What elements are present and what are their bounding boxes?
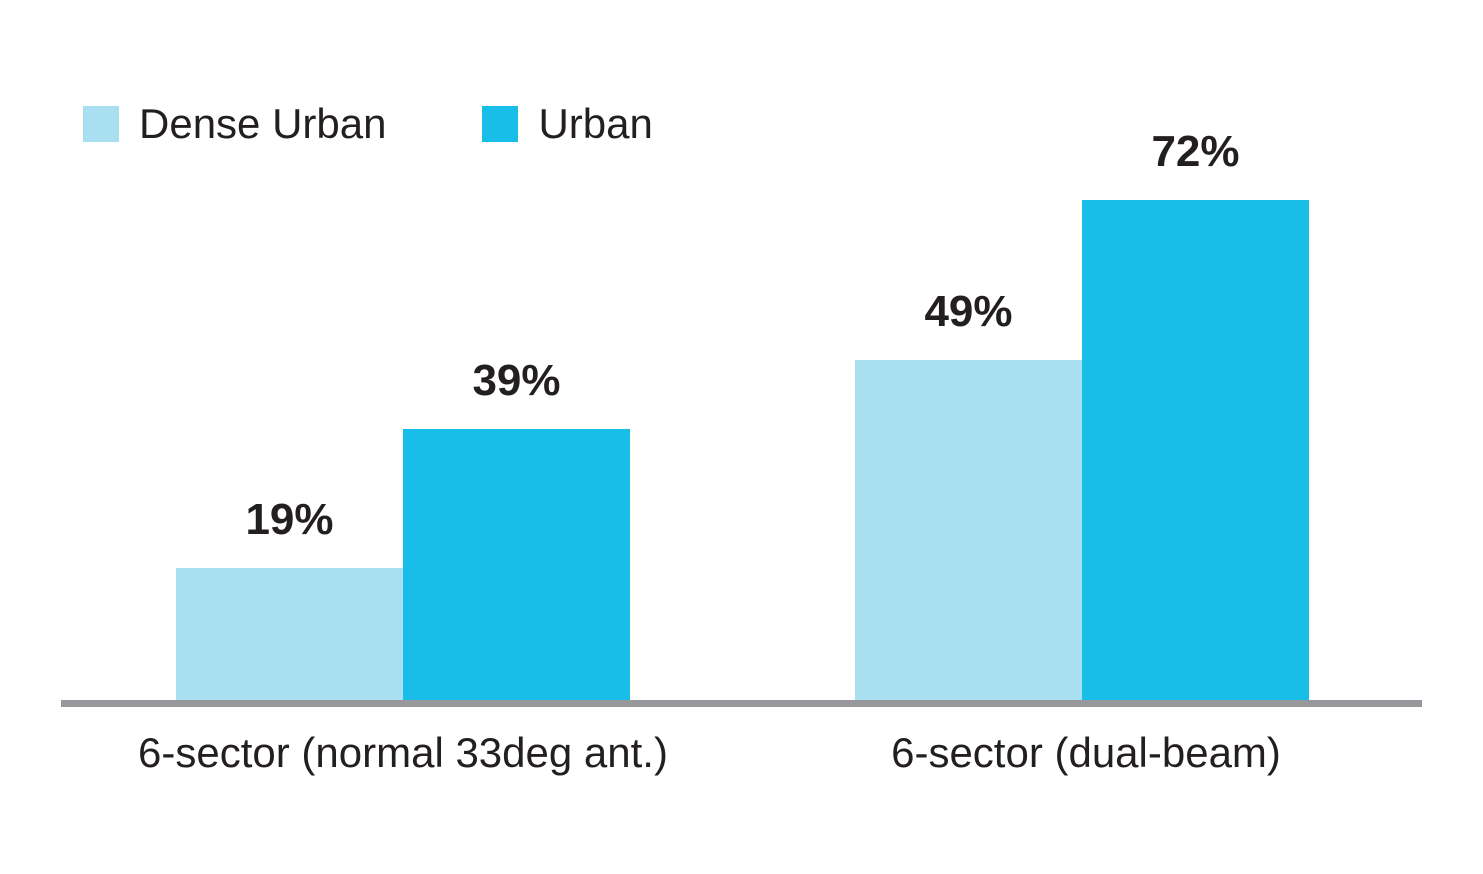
x-axis-line xyxy=(61,700,1422,707)
bar-group-dual-beam: 49% 72% xyxy=(855,130,1309,700)
value-label-dense-urban-1: 49% xyxy=(924,287,1013,336)
legend-label-urban: Urban xyxy=(538,100,653,147)
value-label-urban-1: 72% xyxy=(1151,127,1240,176)
category-label-normal-antenna: 6-sector (normal 33deg ant.) xyxy=(138,729,668,776)
bar-rect-dense-urban-1 xyxy=(855,360,1082,700)
bar-rect-urban-1 xyxy=(1082,200,1309,700)
bar-dense-urban-0: 19% xyxy=(176,498,403,700)
legend-swatch-dense-urban xyxy=(83,106,119,142)
bar-rect-urban-0 xyxy=(403,429,630,700)
category-label-dual-beam: 6-sector (dual-beam) xyxy=(891,729,1281,776)
legend-item-urban: Urban xyxy=(482,100,653,147)
chart-legend: Dense Urban Urban xyxy=(83,103,653,145)
bar-urban-0: 39% xyxy=(403,359,630,700)
value-label-dense-urban-0: 19% xyxy=(245,495,334,544)
legend-item-dense-urban: Dense Urban xyxy=(83,103,386,145)
bar-urban-1: 72% xyxy=(1082,130,1309,700)
bar-rect-dense-urban-0 xyxy=(176,568,403,700)
value-label-urban-0: 39% xyxy=(472,356,561,405)
legend-swatch-urban xyxy=(482,106,519,142)
bar-dense-urban-1: 49% xyxy=(855,290,1082,700)
legend-label-dense-urban: Dense Urban xyxy=(139,100,387,147)
bar-group-normal-antenna: 19% 39% xyxy=(176,359,630,700)
